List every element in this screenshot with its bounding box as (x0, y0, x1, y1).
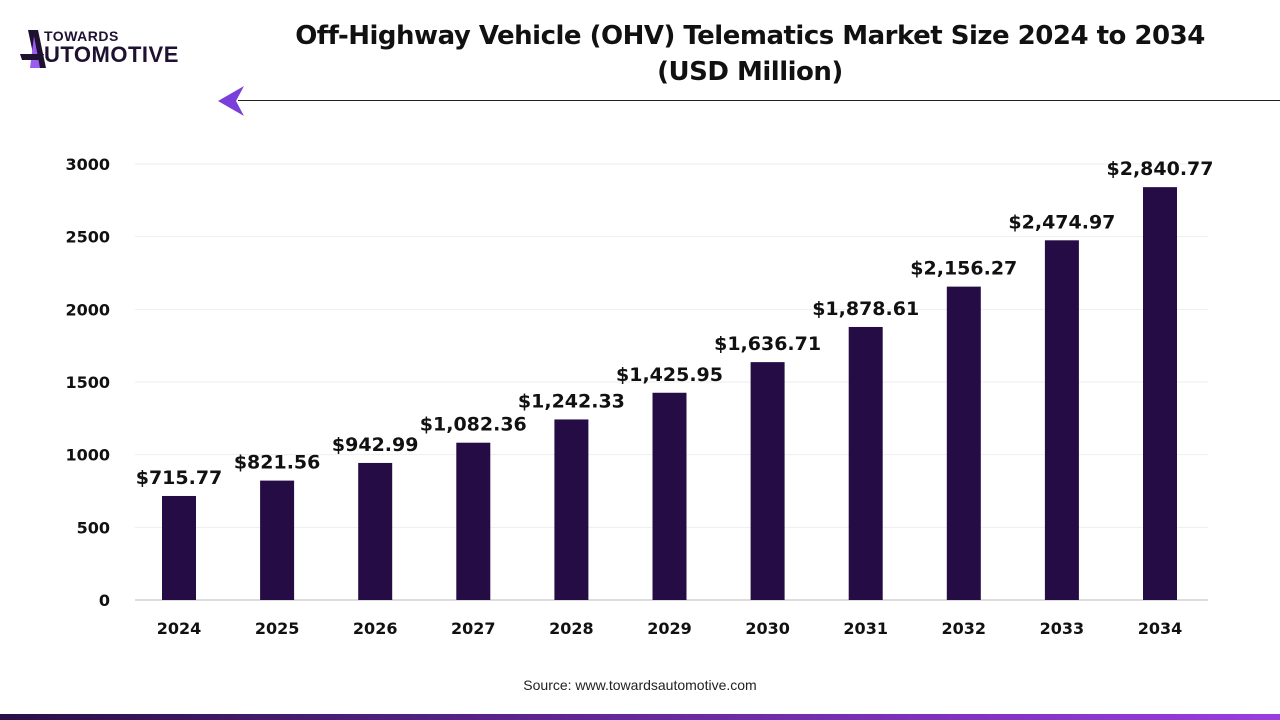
brand-line1: TOWARDS (44, 28, 119, 44)
y-tick-label: 500 (77, 518, 110, 537)
y-tick-label: 1500 (65, 373, 110, 392)
data-label: $942.99 (332, 434, 419, 456)
x-tick-label: 2031 (843, 619, 888, 638)
source-note: Source: www.towardsautomotive.com (523, 677, 757, 693)
y-tick-label: 0 (99, 591, 110, 610)
x-tick-label: 2030 (745, 619, 790, 638)
x-tick-label: 2028 (549, 619, 594, 638)
y-tick-label: 1000 (65, 446, 110, 465)
data-label: $2,474.97 (1008, 211, 1115, 233)
y-tick-label: 2000 (65, 300, 110, 319)
header-divider (238, 100, 1280, 101)
x-tick-label: 2033 (1040, 619, 1085, 638)
data-label: $1,242.33 (518, 390, 625, 412)
data-label: $1,878.61 (812, 298, 919, 320)
data-label: $2,840.77 (1107, 158, 1214, 180)
footer-bar (0, 714, 1280, 720)
bar (1143, 187, 1177, 601)
data-label: $2,156.27 (910, 258, 1017, 280)
arrow-icon (218, 86, 244, 116)
x-tick-label: 2026 (353, 619, 398, 638)
bar (750, 362, 785, 600)
bar (1044, 240, 1079, 600)
y-tick-label: 2500 (65, 228, 110, 247)
title-line: Off-Highway Vehicle (OHV) Telematics Mar… (295, 21, 1205, 51)
data-label: $821.56 (234, 452, 321, 474)
logo-icon (20, 30, 46, 68)
bar (554, 419, 589, 600)
bar (260, 480, 295, 600)
data-label: $1,082.36 (420, 414, 527, 436)
x-tick-label: 2029 (647, 619, 692, 638)
x-tick-label: 2027 (451, 619, 496, 638)
x-tick-label: 2032 (942, 619, 987, 638)
data-label: $1,636.71 (714, 333, 821, 355)
bar (652, 392, 687, 600)
y-tick-label: 3000 (65, 155, 110, 174)
bar (456, 442, 491, 600)
chart-title: Off-Highway Vehicle (OHV) Telematics Mar… (250, 18, 1250, 90)
bar (162, 495, 196, 600)
x-tick-label: 2024 (157, 619, 202, 638)
data-label: $1,425.95 (616, 364, 723, 386)
bar (358, 462, 393, 600)
brand-line2: UTOMOTIVE (44, 42, 179, 67)
data-label: $715.77 (136, 467, 223, 489)
bar (946, 286, 981, 600)
x-tick-label: 2025 (255, 619, 300, 638)
subtitle-line: (USD Million) (657, 57, 843, 87)
bar (848, 326, 883, 600)
x-tick-label: 2034 (1138, 619, 1183, 638)
